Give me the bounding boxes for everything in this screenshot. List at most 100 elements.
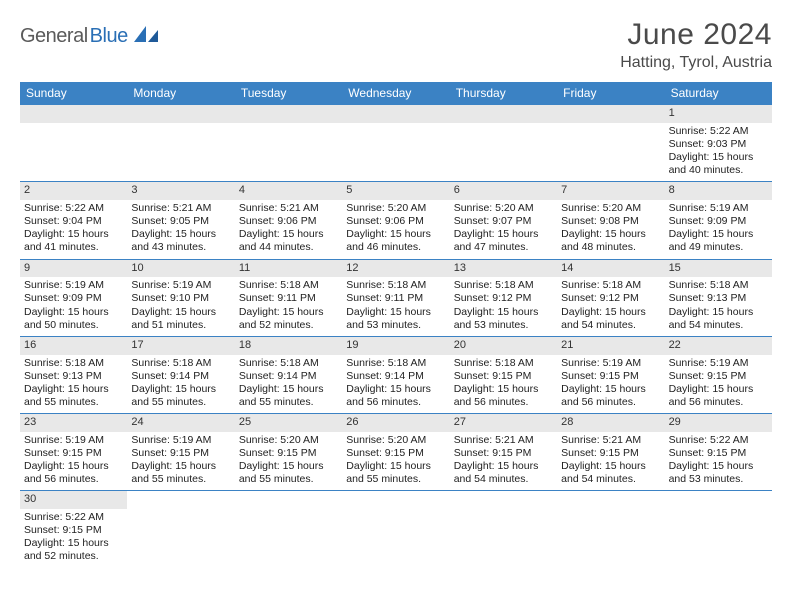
sunset-text: Sunset: 9:15 PM — [560, 370, 661, 383]
daylight-text-line2: and 56 minutes. — [345, 396, 446, 409]
daylight-text-line2: and 41 minutes. — [23, 241, 124, 254]
sunrise-text: Sunrise: 5:18 AM — [560, 279, 661, 292]
weekday-header-row: Sunday Monday Tuesday Wednesday Thursday… — [20, 82, 772, 105]
sunrise-text: Sunrise: 5:19 AM — [668, 357, 769, 370]
daylight-text-line1: Daylight: 15 hours — [668, 383, 769, 396]
logo-sail-icon — [132, 24, 160, 49]
daylight-text-line1: Daylight: 15 hours — [668, 228, 769, 241]
sunrise-text: Sunrise: 5:21 AM — [130, 202, 231, 215]
daylight-text-line1: Daylight: 15 hours — [453, 383, 554, 396]
calendar-day-cell: 10Sunrise: 5:19 AMSunset: 9:10 PMDayligh… — [127, 260, 234, 336]
sunrise-text: Sunrise: 5:20 AM — [345, 434, 446, 447]
day-number: 27 — [450, 414, 557, 432]
daylight-text-line2: and 53 minutes. — [668, 473, 769, 486]
sunrise-text: Sunrise: 5:19 AM — [560, 357, 661, 370]
calendar-day-cell: 5Sunrise: 5:20 AMSunset: 9:06 PMDaylight… — [342, 182, 449, 258]
sunrise-text: Sunrise: 5:22 AM — [23, 511, 124, 524]
daylight-text-line1: Daylight: 15 hours — [23, 306, 124, 319]
sunset-text: Sunset: 9:15 PM — [23, 447, 124, 460]
month-title: June 2024 — [620, 18, 772, 52]
sunrise-text: Sunrise: 5:18 AM — [238, 357, 339, 370]
day-number: 14 — [557, 260, 664, 278]
calendar-day-cell: 1Sunrise: 5:22 AMSunset: 9:03 PMDaylight… — [665, 105, 772, 181]
sunrise-text: Sunrise: 5:18 AM — [453, 357, 554, 370]
daylight-text-line1: Daylight: 15 hours — [130, 460, 231, 473]
header: GeneralBlue June 2024 Hatting, Tyrol, Au… — [20, 18, 772, 72]
calendar-day-cell: 25Sunrise: 5:20 AMSunset: 9:15 PMDayligh… — [235, 414, 342, 490]
sunset-text: Sunset: 9:12 PM — [560, 292, 661, 305]
sunrise-text: Sunrise: 5:20 AM — [238, 434, 339, 447]
calendar-day-cell: 29Sunrise: 5:22 AMSunset: 9:15 PMDayligh… — [665, 414, 772, 490]
calendar-day-cell — [665, 491, 772, 567]
sunrise-text: Sunrise: 5:20 AM — [560, 202, 661, 215]
calendar-day-cell: 15Sunrise: 5:18 AMSunset: 9:13 PMDayligh… — [665, 260, 772, 336]
daylight-text-line2: and 40 minutes. — [668, 164, 769, 177]
calendar-day-cell: 8Sunrise: 5:19 AMSunset: 9:09 PMDaylight… — [665, 182, 772, 258]
sunset-text: Sunset: 9:10 PM — [130, 292, 231, 305]
calendar-day-cell: 20Sunrise: 5:18 AMSunset: 9:15 PMDayligh… — [450, 337, 557, 413]
day-number: 20 — [450, 337, 557, 355]
daylight-text-line1: Daylight: 15 hours — [130, 383, 231, 396]
daylight-text-line2: and 48 minutes. — [560, 241, 661, 254]
sunrise-text: Sunrise: 5:21 AM — [560, 434, 661, 447]
calendar-day-cell: 21Sunrise: 5:19 AMSunset: 9:15 PMDayligh… — [557, 337, 664, 413]
calendar-day-cell: 23Sunrise: 5:19 AMSunset: 9:15 PMDayligh… — [20, 414, 127, 490]
sunrise-text: Sunrise: 5:22 AM — [668, 125, 769, 138]
sunset-text: Sunset: 9:07 PM — [453, 215, 554, 228]
day-number: 5 — [342, 182, 449, 200]
weekday-header: Sunday — [20, 82, 127, 105]
logo-text-general: General — [20, 25, 88, 48]
location-subtitle: Hatting, Tyrol, Austria — [620, 54, 772, 72]
day-number: 23 — [20, 414, 127, 432]
daylight-text-line1: Daylight: 15 hours — [238, 460, 339, 473]
calendar-day-cell: 26Sunrise: 5:20 AMSunset: 9:15 PMDayligh… — [342, 414, 449, 490]
calendar-day-cell — [557, 491, 664, 567]
calendar-day-cell: 2Sunrise: 5:22 AMSunset: 9:04 PMDaylight… — [20, 182, 127, 258]
daylight-text-line1: Daylight: 15 hours — [560, 383, 661, 396]
weekday-header: Friday — [557, 82, 664, 105]
day-number: 7 — [557, 182, 664, 200]
weekday-header: Wednesday — [342, 82, 449, 105]
sunrise-text: Sunrise: 5:21 AM — [238, 202, 339, 215]
calendar-day-cell: 4Sunrise: 5:21 AMSunset: 9:06 PMDaylight… — [235, 182, 342, 258]
daylight-text-line2: and 49 minutes. — [668, 241, 769, 254]
calendar-day-cell — [342, 105, 449, 181]
daylight-text-line2: and 55 minutes. — [345, 473, 446, 486]
empty-day-bar — [342, 105, 449, 123]
sunset-text: Sunset: 9:15 PM — [238, 447, 339, 460]
daylight-text-line2: and 54 minutes. — [560, 473, 661, 486]
day-number: 9 — [20, 260, 127, 278]
calendar-day-cell: 12Sunrise: 5:18 AMSunset: 9:11 PMDayligh… — [342, 260, 449, 336]
weekday-header: Thursday — [450, 82, 557, 105]
day-number: 12 — [342, 260, 449, 278]
calendar-day-cell: 17Sunrise: 5:18 AMSunset: 9:14 PMDayligh… — [127, 337, 234, 413]
day-number: 17 — [127, 337, 234, 355]
title-block: June 2024 Hatting, Tyrol, Austria — [620, 18, 772, 72]
daylight-text-line2: and 46 minutes. — [345, 241, 446, 254]
daylight-text-line1: Daylight: 15 hours — [23, 383, 124, 396]
daylight-text-line1: Daylight: 15 hours — [453, 306, 554, 319]
sunset-text: Sunset: 9:15 PM — [668, 370, 769, 383]
sunrise-text: Sunrise: 5:19 AM — [668, 202, 769, 215]
day-number: 8 — [665, 182, 772, 200]
daylight-text-line1: Daylight: 15 hours — [345, 228, 446, 241]
empty-day-bar — [557, 105, 664, 123]
sunrise-text: Sunrise: 5:19 AM — [130, 279, 231, 292]
day-number: 18 — [235, 337, 342, 355]
calendar-day-cell: 3Sunrise: 5:21 AMSunset: 9:05 PMDaylight… — [127, 182, 234, 258]
sunset-text: Sunset: 9:14 PM — [238, 370, 339, 383]
day-number: 2 — [20, 182, 127, 200]
sunset-text: Sunset: 9:06 PM — [238, 215, 339, 228]
sunset-text: Sunset: 9:05 PM — [130, 215, 231, 228]
daylight-text-line1: Daylight: 15 hours — [560, 306, 661, 319]
calendar-day-cell — [450, 491, 557, 567]
day-number: 24 — [127, 414, 234, 432]
calendar-body: 1Sunrise: 5:22 AMSunset: 9:03 PMDaylight… — [20, 105, 772, 568]
day-number: 16 — [20, 337, 127, 355]
calendar-day-cell — [20, 105, 127, 181]
calendar-day-cell: 16Sunrise: 5:18 AMSunset: 9:13 PMDayligh… — [20, 337, 127, 413]
sunrise-text: Sunrise: 5:18 AM — [345, 279, 446, 292]
day-number: 13 — [450, 260, 557, 278]
sunset-text: Sunset: 9:14 PM — [345, 370, 446, 383]
daylight-text-line2: and 55 minutes. — [23, 396, 124, 409]
